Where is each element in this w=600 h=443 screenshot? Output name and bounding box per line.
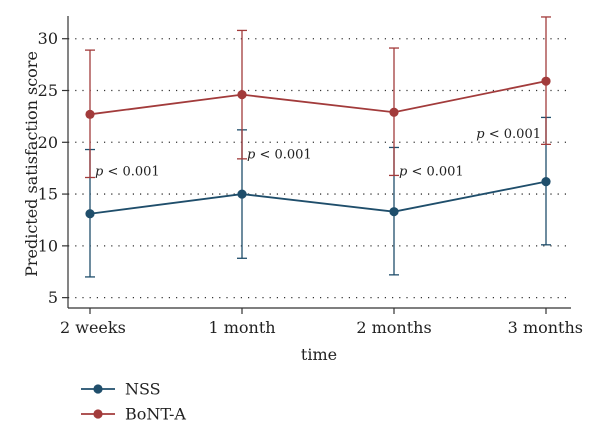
x-tick-label: 2 weeks — [60, 318, 126, 337]
series-layer — [85, 16, 551, 278]
data-point — [85, 109, 95, 119]
data-point — [541, 76, 551, 86]
y-tick-label: 10 — [38, 236, 58, 255]
legend-marker — [93, 384, 103, 394]
p-value-label: p < 0.001 — [399, 164, 464, 179]
p-value-label: p < 0.001 — [476, 127, 541, 142]
annotations: p < 0.001 p < 0.001 p < 0.001 p < 0.001 — [95, 127, 541, 179]
legend-item-bont-a: BoNT-A — [81, 405, 186, 424]
data-point — [541, 177, 551, 187]
legend-label: BoNT-A — [125, 405, 186, 424]
legend-marker — [93, 409, 103, 419]
series-line — [89, 180, 547, 215]
data-point — [237, 90, 247, 100]
axes — [67, 16, 571, 309]
series-line — [89, 80, 547, 116]
series-bont-a — [85, 16, 551, 179]
legend: NSS BoNT-A — [81, 380, 186, 424]
data-point — [389, 107, 399, 117]
series-nss — [85, 116, 551, 278]
legend-label: NSS — [125, 380, 161, 399]
p-value-label: p < 0.001 — [247, 148, 312, 163]
x-ticks: 2 weeks 1 month 2 months 3 months — [60, 308, 583, 337]
y-ticks: 5 10 15 20 25 30 — [38, 29, 68, 307]
y-tick-label: 25 — [38, 81, 58, 100]
x-tick-label: 1 month — [208, 318, 275, 337]
y-tick-label: 5 — [48, 288, 58, 307]
y-axis-label: Predicted satisfaction score — [22, 51, 41, 277]
data-point — [237, 189, 247, 199]
y-tick-label: 20 — [38, 133, 58, 152]
data-point — [389, 207, 399, 217]
x-tick-label: 2 months — [356, 318, 431, 337]
p-value-label: p < 0.001 — [95, 164, 160, 179]
x-tick-label: 3 months — [508, 318, 583, 337]
y-tick-label: 30 — [38, 29, 58, 48]
data-point — [85, 209, 95, 219]
y-tick-label: 15 — [38, 185, 58, 204]
x-axis-label: time — [301, 345, 337, 364]
legend-item-nss: NSS — [81, 380, 161, 399]
